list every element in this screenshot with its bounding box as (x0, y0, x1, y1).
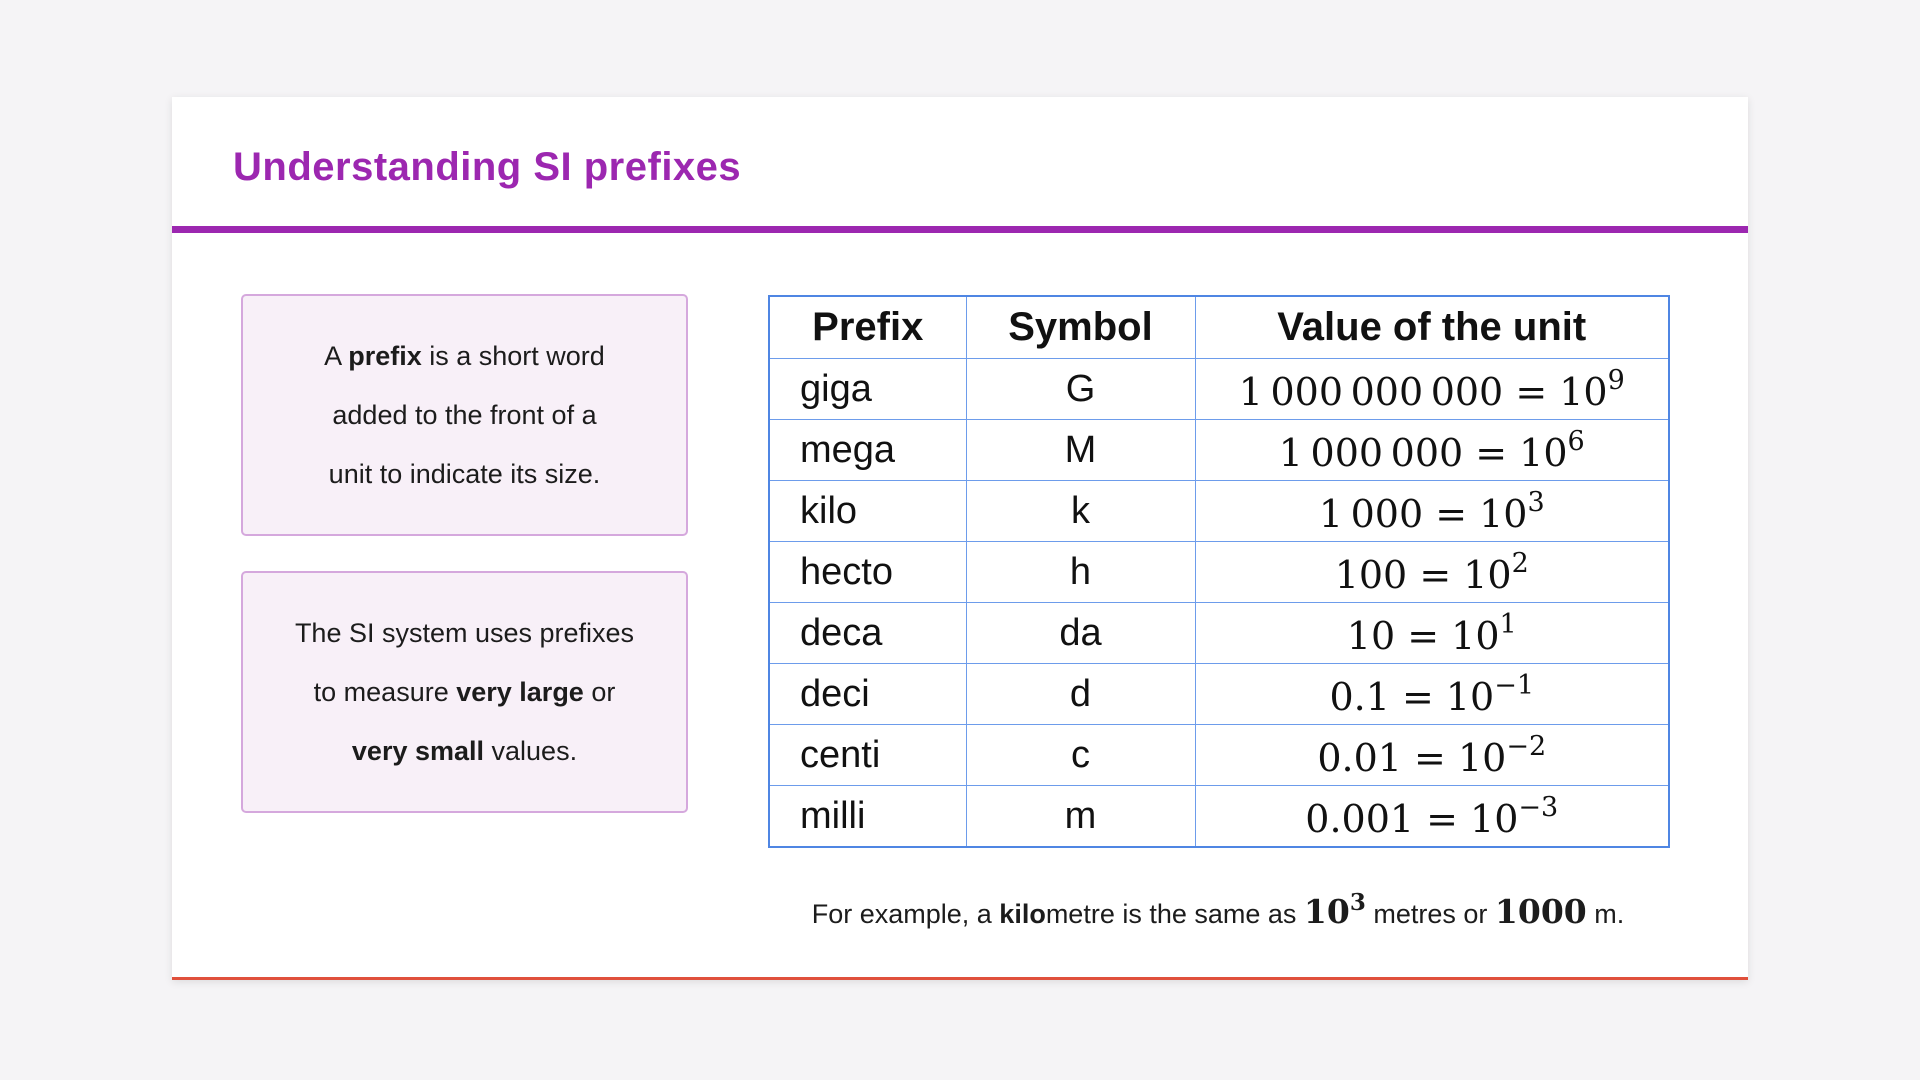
value-cell: 0.001 = 10−3 (1194, 785, 1670, 848)
caption-text-post: m. (1586, 899, 1625, 929)
title-divider (172, 226, 1748, 233)
value-exponent: 3 (1527, 486, 1545, 518)
symbol-cell: G (965, 358, 1196, 420)
value-exponent: −1 (1494, 669, 1535, 701)
table-row: deci d 0.1 = 10−1 (768, 663, 1670, 725)
table-row: deca da 10 = 101 (768, 602, 1670, 664)
prefix-cell: hecto (768, 541, 967, 603)
usage-box-bold-small: very small (351, 735, 485, 766)
prefix-cell: milli (768, 785, 967, 848)
usage-box: The SI system uses prefixes to measure v… (241, 571, 688, 813)
definition-box: A prefix is a short word added to the fr… (241, 294, 688, 536)
table-row: giga G 1 000 000 000 = 109 (768, 358, 1670, 420)
caption-text-pre: For example, a (811, 899, 1000, 929)
value-exponent: 2 (1511, 547, 1529, 579)
symbol-cell: d (965, 663, 1196, 725)
caption-text-mid2: metres or (1365, 899, 1495, 929)
value-exponent: 1 (1499, 608, 1517, 640)
value-cell: 1 000 000 = 106 (1194, 419, 1670, 481)
value-exponent: −3 (1518, 791, 1559, 823)
value-exponent: −2 (1506, 730, 1547, 762)
definition-box-bold-term: prefix (348, 340, 422, 371)
usage-box-bold-large: very large (456, 676, 584, 707)
table-row: milli m 0.001 = 10−3 (768, 785, 1670, 848)
value-exponent: 6 (1567, 425, 1585, 457)
symbol-cell: M (965, 419, 1196, 481)
table-row: hecto h 100 = 102 (768, 541, 1670, 603)
table-row: centi c 0.01 = 10−2 (768, 724, 1670, 786)
caption-power-exponent: 3 (1349, 889, 1366, 916)
usage-box-line-3: very small values. (351, 735, 578, 766)
symbol-cell: h (965, 541, 1196, 603)
example-caption: For example, a kilometre is the same as … (618, 879, 1818, 938)
definition-box-line-1: A prefix is a short word (324, 340, 605, 371)
table-row: kilo k 1 000 = 103 (768, 480, 1670, 542)
si-prefix-table: Prefix Symbol Value of the unit giga G 1… (768, 295, 1670, 848)
prefix-cell: deci (768, 663, 967, 725)
table-header-row: Prefix Symbol Value of the unit (768, 295, 1670, 359)
caption-bold-kilo: kilo (999, 899, 1046, 929)
value-cell: 1 000 = 103 (1194, 480, 1670, 542)
definition-box-line-2: added to the front of a (332, 399, 597, 430)
page-title: Understanding SI prefixes (233, 145, 742, 189)
header-cell-prefix: Prefix (768, 295, 967, 359)
value-cell: 1 000 000 000 = 109 (1194, 358, 1670, 420)
symbol-cell: m (965, 785, 1196, 848)
value-cell: 10 = 101 (1194, 602, 1670, 664)
prefix-cell: centi (768, 724, 967, 786)
symbol-cell: da (965, 602, 1196, 664)
symbol-cell: c (965, 724, 1196, 786)
value-cell: 100 = 102 (1194, 541, 1670, 603)
prefix-cell: giga (768, 358, 967, 420)
caption-number: 1000 (1494, 892, 1587, 931)
header-cell-symbol: Symbol (965, 295, 1196, 359)
caption-text-mid: metre is the same as (1045, 899, 1304, 929)
definition-box-line-3: unit to indicate its size. (328, 458, 601, 489)
value-cell: 0.01 = 10−2 (1194, 724, 1670, 786)
table-row: mega M 1 000 000 = 106 (768, 419, 1670, 481)
prefix-cell: deca (768, 602, 967, 664)
value-cell: 0.1 = 10−1 (1194, 663, 1670, 725)
header-cell-value: Value of the unit (1194, 295, 1670, 359)
prefix-cell: kilo (768, 480, 967, 542)
symbol-cell: k (965, 480, 1196, 542)
usage-box-line-2: to measure very large or (313, 676, 616, 707)
content-card: Understanding SI prefixes A prefix is a … (172, 97, 1748, 980)
prefix-cell: mega (768, 419, 967, 481)
value-exponent: 9 (1607, 364, 1625, 396)
caption-power: 103 (1303, 889, 1366, 931)
usage-box-line-1: The SI system uses prefixes (294, 617, 635, 648)
